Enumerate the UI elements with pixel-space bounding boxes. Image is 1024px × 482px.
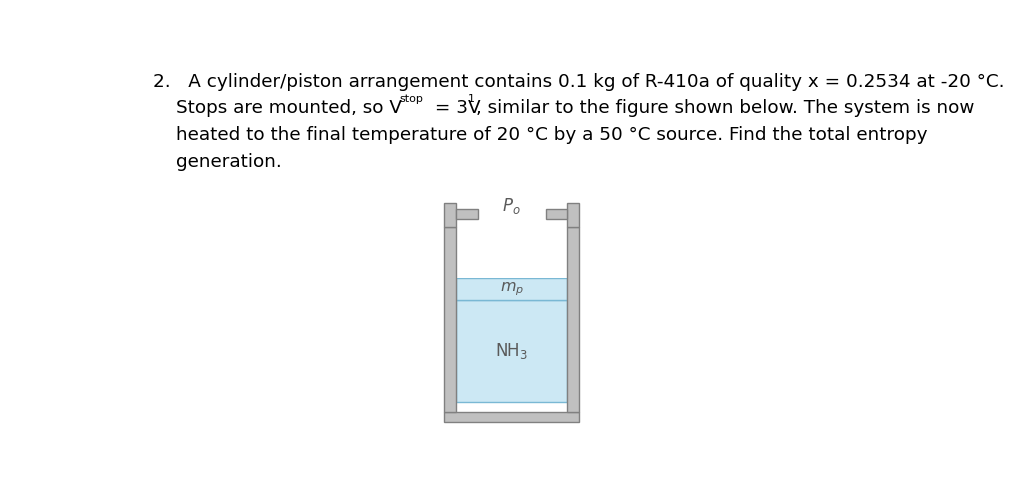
Bar: [456, 227, 567, 278]
Text: 1: 1: [467, 94, 474, 105]
Text: 2.   A cylinder/piston arrangement contains 0.1 kg of R-410a of quality x = 0.25: 2. A cylinder/piston arrangement contain…: [153, 73, 1005, 91]
Text: Stops are mounted, so V: Stops are mounted, so V: [176, 99, 402, 118]
Bar: [443, 412, 580, 422]
Bar: [546, 209, 567, 219]
Bar: [567, 202, 580, 227]
Text: heated to the final temperature of 20 °C by a 50 °C source. Find the total entro: heated to the final temperature of 20 °C…: [176, 126, 928, 145]
Bar: [456, 278, 567, 300]
Text: $m_p$: $m_p$: [500, 280, 523, 298]
Bar: [567, 227, 580, 412]
Text: NH$_3$: NH$_3$: [496, 341, 528, 361]
Bar: [443, 202, 456, 227]
Bar: [456, 300, 567, 402]
Text: stop: stop: [399, 94, 423, 105]
Bar: [443, 227, 456, 412]
Text: , similar to the figure shown below. The system is now: , similar to the figure shown below. The…: [476, 99, 975, 118]
Text: generation.: generation.: [176, 153, 282, 171]
Text: = 3V: = 3V: [429, 99, 481, 118]
Text: $P_o$: $P_o$: [503, 196, 521, 215]
Bar: [456, 209, 477, 219]
